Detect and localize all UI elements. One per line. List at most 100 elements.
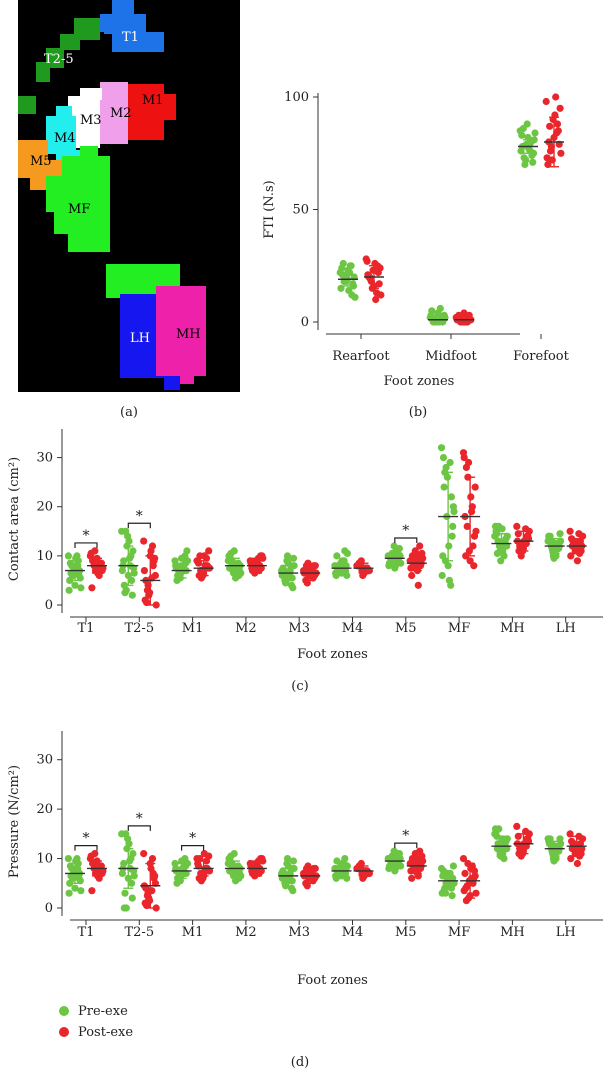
data-point-pre (183, 547, 191, 555)
data-point-pre (495, 825, 503, 833)
data-point-post (140, 850, 148, 858)
data-point-post (88, 584, 96, 592)
data-point-pre (337, 284, 345, 292)
y-tick-label: 30 (36, 753, 53, 768)
data-point-post (569, 840, 577, 848)
zone-label-m3: M3 (80, 113, 102, 128)
zone-label-m5: M5 (30, 154, 52, 169)
x-tick-label: M1 (182, 621, 204, 636)
legend-pre-label: Pre-exe (78, 1004, 128, 1019)
data-point-post (557, 149, 565, 157)
y-tick-label: 0 (45, 598, 53, 613)
data-point-post (471, 483, 479, 491)
zone-mh-region (156, 286, 206, 384)
data-point-pre (68, 874, 76, 882)
x-tick-label: T2-5 (124, 621, 154, 636)
panel-a-foot-map: T1 T2-5 M1 M2 M3 M4 M5 MF LH MH (a) (18, 0, 240, 420)
data-point-post (573, 859, 582, 868)
data-point-pre (438, 571, 446, 580)
data-point-pre (495, 522, 503, 531)
data-point-post (470, 867, 479, 875)
data-point-pre (289, 887, 297, 895)
significance-bracket (394, 537, 418, 544)
data-point-pre (448, 892, 456, 900)
x-tick-label: M4 (342, 621, 364, 636)
zone-t1-region (100, 0, 164, 52)
data-point-pre (227, 852, 235, 860)
panel-c-chart: 0 10 20 30 T1 T2-5 M1 M2 M3 M4 M5 MF MH LH Foot zones C… (7, 429, 603, 694)
data-point-post (546, 147, 555, 155)
data-point-post (148, 542, 157, 550)
x-tick-label: T1 (78, 621, 95, 636)
data-point-post (88, 887, 96, 895)
data-point-post (470, 532, 479, 540)
panel-b-caption: (b) (409, 405, 427, 420)
data-point-pre (120, 859, 128, 868)
data-point-pre (120, 557, 128, 565)
legend-post-label: Post-exe (78, 1025, 133, 1040)
data-point-pre (428, 307, 436, 315)
significance-bracket (127, 522, 151, 529)
data-point-pre (125, 840, 133, 848)
data-point-pre (68, 571, 76, 580)
data-point-pre (445, 576, 453, 585)
zone-label-lh: LH (130, 331, 150, 346)
data-point-pre (497, 557, 505, 565)
x-tick-label: M1 (182, 925, 204, 940)
data-point-post (151, 872, 159, 880)
x-tick-label: MH (500, 925, 525, 940)
zone-mf-region (46, 146, 180, 298)
data-point-post (205, 547, 213, 555)
data-point-pre (73, 552, 81, 560)
legend-post-marker (59, 1027, 69, 1037)
data-point-post (513, 522, 521, 531)
y-tick-label: 20 (36, 500, 53, 515)
data-point-pre (439, 454, 448, 462)
significance-bracket (74, 845, 98, 851)
data-point-pre (518, 131, 526, 139)
data-point-pre (448, 532, 456, 540)
y-axis-title: FTI (N.s) (262, 180, 277, 238)
data-point-pre (232, 574, 240, 582)
data-point-pre (232, 877, 240, 885)
data-point-post (408, 874, 416, 882)
data-point-post (461, 869, 469, 878)
data-point-post (363, 257, 371, 265)
data-point-pre (290, 562, 298, 570)
data-point-pre (521, 160, 529, 169)
data-point-pre (351, 293, 359, 301)
x-tick-label: T1 (78, 925, 95, 940)
data-point-post (373, 289, 381, 297)
significance-asterisk: * (83, 528, 90, 544)
x-tick-label: Midfoot (425, 349, 477, 364)
x-axis-title: Foot zones (297, 973, 368, 988)
data-point-pre (437, 444, 446, 452)
data-point-pre (126, 554, 134, 562)
data-point-pre (130, 872, 138, 880)
data-point-pre (349, 282, 358, 290)
significance-bracket (181, 845, 205, 851)
x-tick-label: T2-5 (124, 925, 154, 940)
data-point-pre (282, 882, 290, 890)
data-point-pre (128, 894, 136, 902)
x-tick-label: M4 (342, 925, 364, 940)
data-point-post (553, 120, 562, 128)
significance-asterisk: * (402, 523, 409, 539)
data-point-pre (126, 857, 134, 865)
data-point-pre (289, 554, 298, 562)
data-point-post (140, 537, 148, 545)
data-point-post (414, 581, 422, 589)
data-point-pre (450, 508, 458, 516)
significance-asterisk: * (136, 811, 143, 827)
data-point-pre (68, 562, 76, 570)
data-point-pre (121, 889, 129, 897)
data-point-pre (397, 559, 405, 567)
y-axis-title: Pressure (N/cm²) (7, 765, 22, 878)
data-point-post (546, 122, 554, 130)
data-point-post (573, 557, 582, 565)
data-point-post (205, 852, 213, 860)
data-point-post (542, 97, 550, 106)
data-point-pre (64, 552, 72, 560)
panel-c-plot: 0 10 20 30 T1 T2-5 M1 M2 M3 M4 M5 MF MH LH Foot zones C… (7, 429, 603, 662)
